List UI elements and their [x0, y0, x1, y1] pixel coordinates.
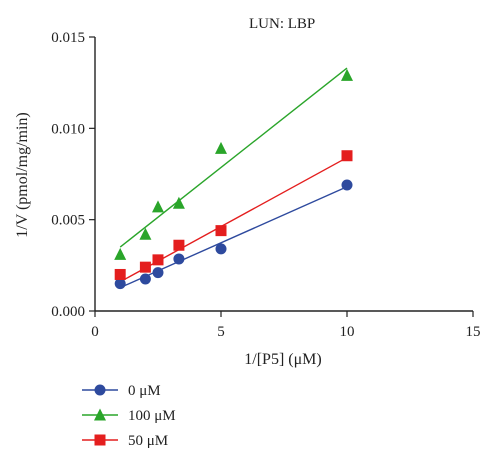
legend-item: 0 μM — [82, 383, 161, 399]
data-point — [114, 247, 127, 260]
y-axis-title: 1/V (pmol/mg/min) — [14, 112, 31, 237]
x-tick-label: 0 — [91, 324, 99, 340]
data-point — [341, 68, 353, 81]
legend-label: 50 μM — [128, 433, 168, 449]
y-tick-label: 0.010 — [51, 121, 85, 137]
fit-line — [119, 67, 348, 248]
legend-item: 50 μM — [82, 433, 168, 449]
y-axis: 0.000 0.005 0.010 0.015 — [51, 30, 96, 320]
y-tick-label: 0.000 — [51, 304, 85, 320]
data-point — [173, 239, 185, 251]
data-point — [114, 268, 126, 280]
x-tick-label: 10 — [340, 324, 355, 340]
chart-title: LUN: LBP — [249, 16, 315, 32]
y-tick-label: 0.015 — [51, 30, 85, 46]
data-point — [152, 267, 164, 279]
data-point — [139, 273, 151, 285]
data-point — [215, 141, 227, 154]
x-tick-label: 5 — [217, 324, 225, 340]
data-point — [172, 196, 185, 209]
legend-marker — [94, 384, 106, 396]
data-point — [215, 225, 227, 237]
y-tick-label: 0.005 — [51, 213, 85, 229]
x-axis-title: 1/[P5] (μM) — [244, 351, 321, 368]
legend-label: 0 μM — [128, 383, 161, 399]
data-point — [152, 200, 164, 213]
data-markers — [114, 68, 353, 290]
data-point — [215, 243, 227, 255]
x-axis: 0 5 10 15 — [91, 310, 481, 340]
x-tick-label: 15 — [466, 324, 481, 340]
legend: 0 μM 100 μM 50 μM — [82, 383, 176, 449]
data-point — [173, 253, 185, 265]
legend-marker — [94, 408, 106, 421]
legend-item: 100 μM — [82, 408, 176, 424]
data-point — [341, 179, 353, 191]
legend-marker — [94, 434, 106, 446]
data-point — [152, 254, 164, 266]
data-point — [139, 227, 152, 240]
data-point — [114, 278, 126, 290]
data-point — [139, 261, 151, 273]
legend-label: 100 μM — [128, 408, 176, 424]
data-point — [341, 150, 353, 162]
